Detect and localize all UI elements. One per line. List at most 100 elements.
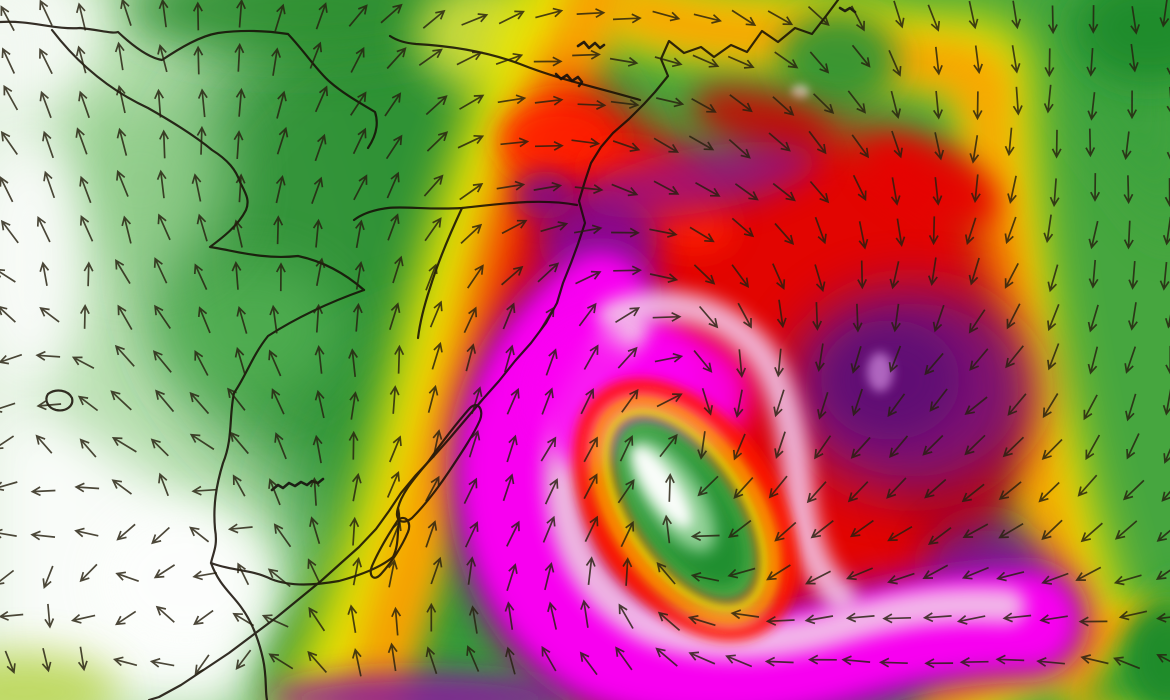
wind-arrow (192, 1, 203, 31)
wind-arrow (355, 219, 365, 249)
wind-arrow (425, 646, 438, 675)
wind-arrow (621, 388, 639, 413)
wind-arrow (924, 658, 954, 669)
wind-arrow (1, 47, 16, 74)
wind-arrow (1047, 5, 1058, 35)
wind-arrow (42, 130, 55, 159)
wind-arrow (227, 523, 253, 534)
wind-arrow (1159, 262, 1170, 291)
wind-arrow (809, 51, 830, 74)
wind-arrow (39, 90, 52, 119)
wind-arrow (429, 300, 443, 328)
wind-arrow (534, 140, 564, 151)
wind-arrow (847, 90, 867, 114)
field-sp-coast-dot (791, 85, 809, 99)
wind-arrow (348, 430, 359, 460)
wind-arrow (580, 387, 595, 415)
wind-arrow (1075, 566, 1102, 581)
wind-arrow (1047, 343, 1060, 371)
wind-arrow (115, 571, 139, 583)
wind-arrow (1123, 220, 1134, 250)
wind-arrow (0, 353, 23, 365)
wind-arrow (1041, 519, 1063, 541)
wind-arrow (538, 306, 555, 332)
wind-arrow (767, 10, 794, 26)
wind-arrow (693, 264, 716, 285)
field-br-green-tip (1126, 606, 1170, 700)
wind-arrow (468, 429, 481, 458)
wind-arrow (391, 606, 402, 636)
wind-arrow (502, 302, 516, 330)
border-state-border-pr-sc (388, 34, 642, 102)
border-state-border-sc-rs (352, 200, 579, 222)
wind-arrow (617, 479, 635, 504)
wind-arrow (850, 345, 862, 374)
wind-arrow (1049, 178, 1060, 208)
wind-arrow (878, 657, 908, 668)
wind-arrow (540, 221, 569, 233)
wind-arrow (888, 49, 902, 77)
wind-arrow (392, 255, 404, 284)
wind-arrow (275, 174, 286, 204)
wind-arrow (0, 130, 18, 155)
wind-arrow (158, 0, 169, 28)
wind-arrow (611, 183, 639, 197)
mark-santos (838, 6, 857, 14)
wind-arrow (732, 433, 746, 461)
wind-arrow (1156, 612, 1170, 623)
wind-arrow (1080, 522, 1103, 543)
wind-arrow (1080, 654, 1109, 665)
wind-arrow (311, 176, 324, 204)
wind-arrow (354, 261, 365, 290)
wind-arrow (1085, 128, 1096, 158)
wind-arrow (498, 10, 525, 25)
wind-arrow (159, 129, 169, 159)
wind-arrow (30, 530, 56, 541)
wind-arrow (649, 228, 678, 238)
wind-arrow (956, 615, 986, 625)
wind-arrow (42, 565, 54, 589)
wind-arrow (964, 217, 977, 246)
wind-arrow (622, 557, 633, 586)
wind-arrow (425, 520, 438, 548)
wind-arrow (776, 299, 787, 329)
wind-arrow (117, 304, 133, 331)
field-sw-white-blob (95, 505, 275, 655)
wind-arrow (114, 344, 135, 367)
wind-arrow (1088, 220, 1099, 250)
wind-arrow (1166, 151, 1170, 160)
wind-arrow (308, 606, 326, 632)
wind-arrow (814, 264, 826, 293)
wind-arrow (690, 531, 720, 542)
wind-arrow (1007, 393, 1027, 416)
wind-arrow (1083, 394, 1098, 421)
field-purple-top-2 (515, 171, 575, 219)
wind-arrow (432, 429, 443, 458)
wind-arrow (0, 610, 24, 621)
wind-arrow (1012, 86, 1023, 116)
wind-arrow (235, 649, 252, 670)
wind-arrow (657, 611, 681, 632)
wind-arrow (75, 45, 87, 74)
wind-arrow (1006, 303, 1021, 330)
wind-arrow (314, 133, 327, 162)
wind-arrow (1043, 214, 1054, 244)
wind-arrow (154, 304, 172, 329)
wind-arrow (533, 181, 563, 192)
wind-arrow (349, 516, 360, 546)
wind-arrow (656, 97, 685, 108)
wind-arrow (307, 650, 328, 673)
field-lavender-spot (867, 352, 893, 392)
wind-arrow (664, 472, 675, 502)
wind-arrow (1165, 345, 1170, 375)
wind-arrow (765, 615, 795, 626)
wind-arrow (1041, 438, 1063, 460)
wind-arrow (1156, 529, 1170, 542)
wind-arrow (806, 481, 827, 504)
wind-arrow (314, 344, 325, 374)
wind-arrow (506, 563, 518, 591)
wind-arrow (1043, 84, 1054, 114)
wind-arrow (996, 571, 1025, 582)
